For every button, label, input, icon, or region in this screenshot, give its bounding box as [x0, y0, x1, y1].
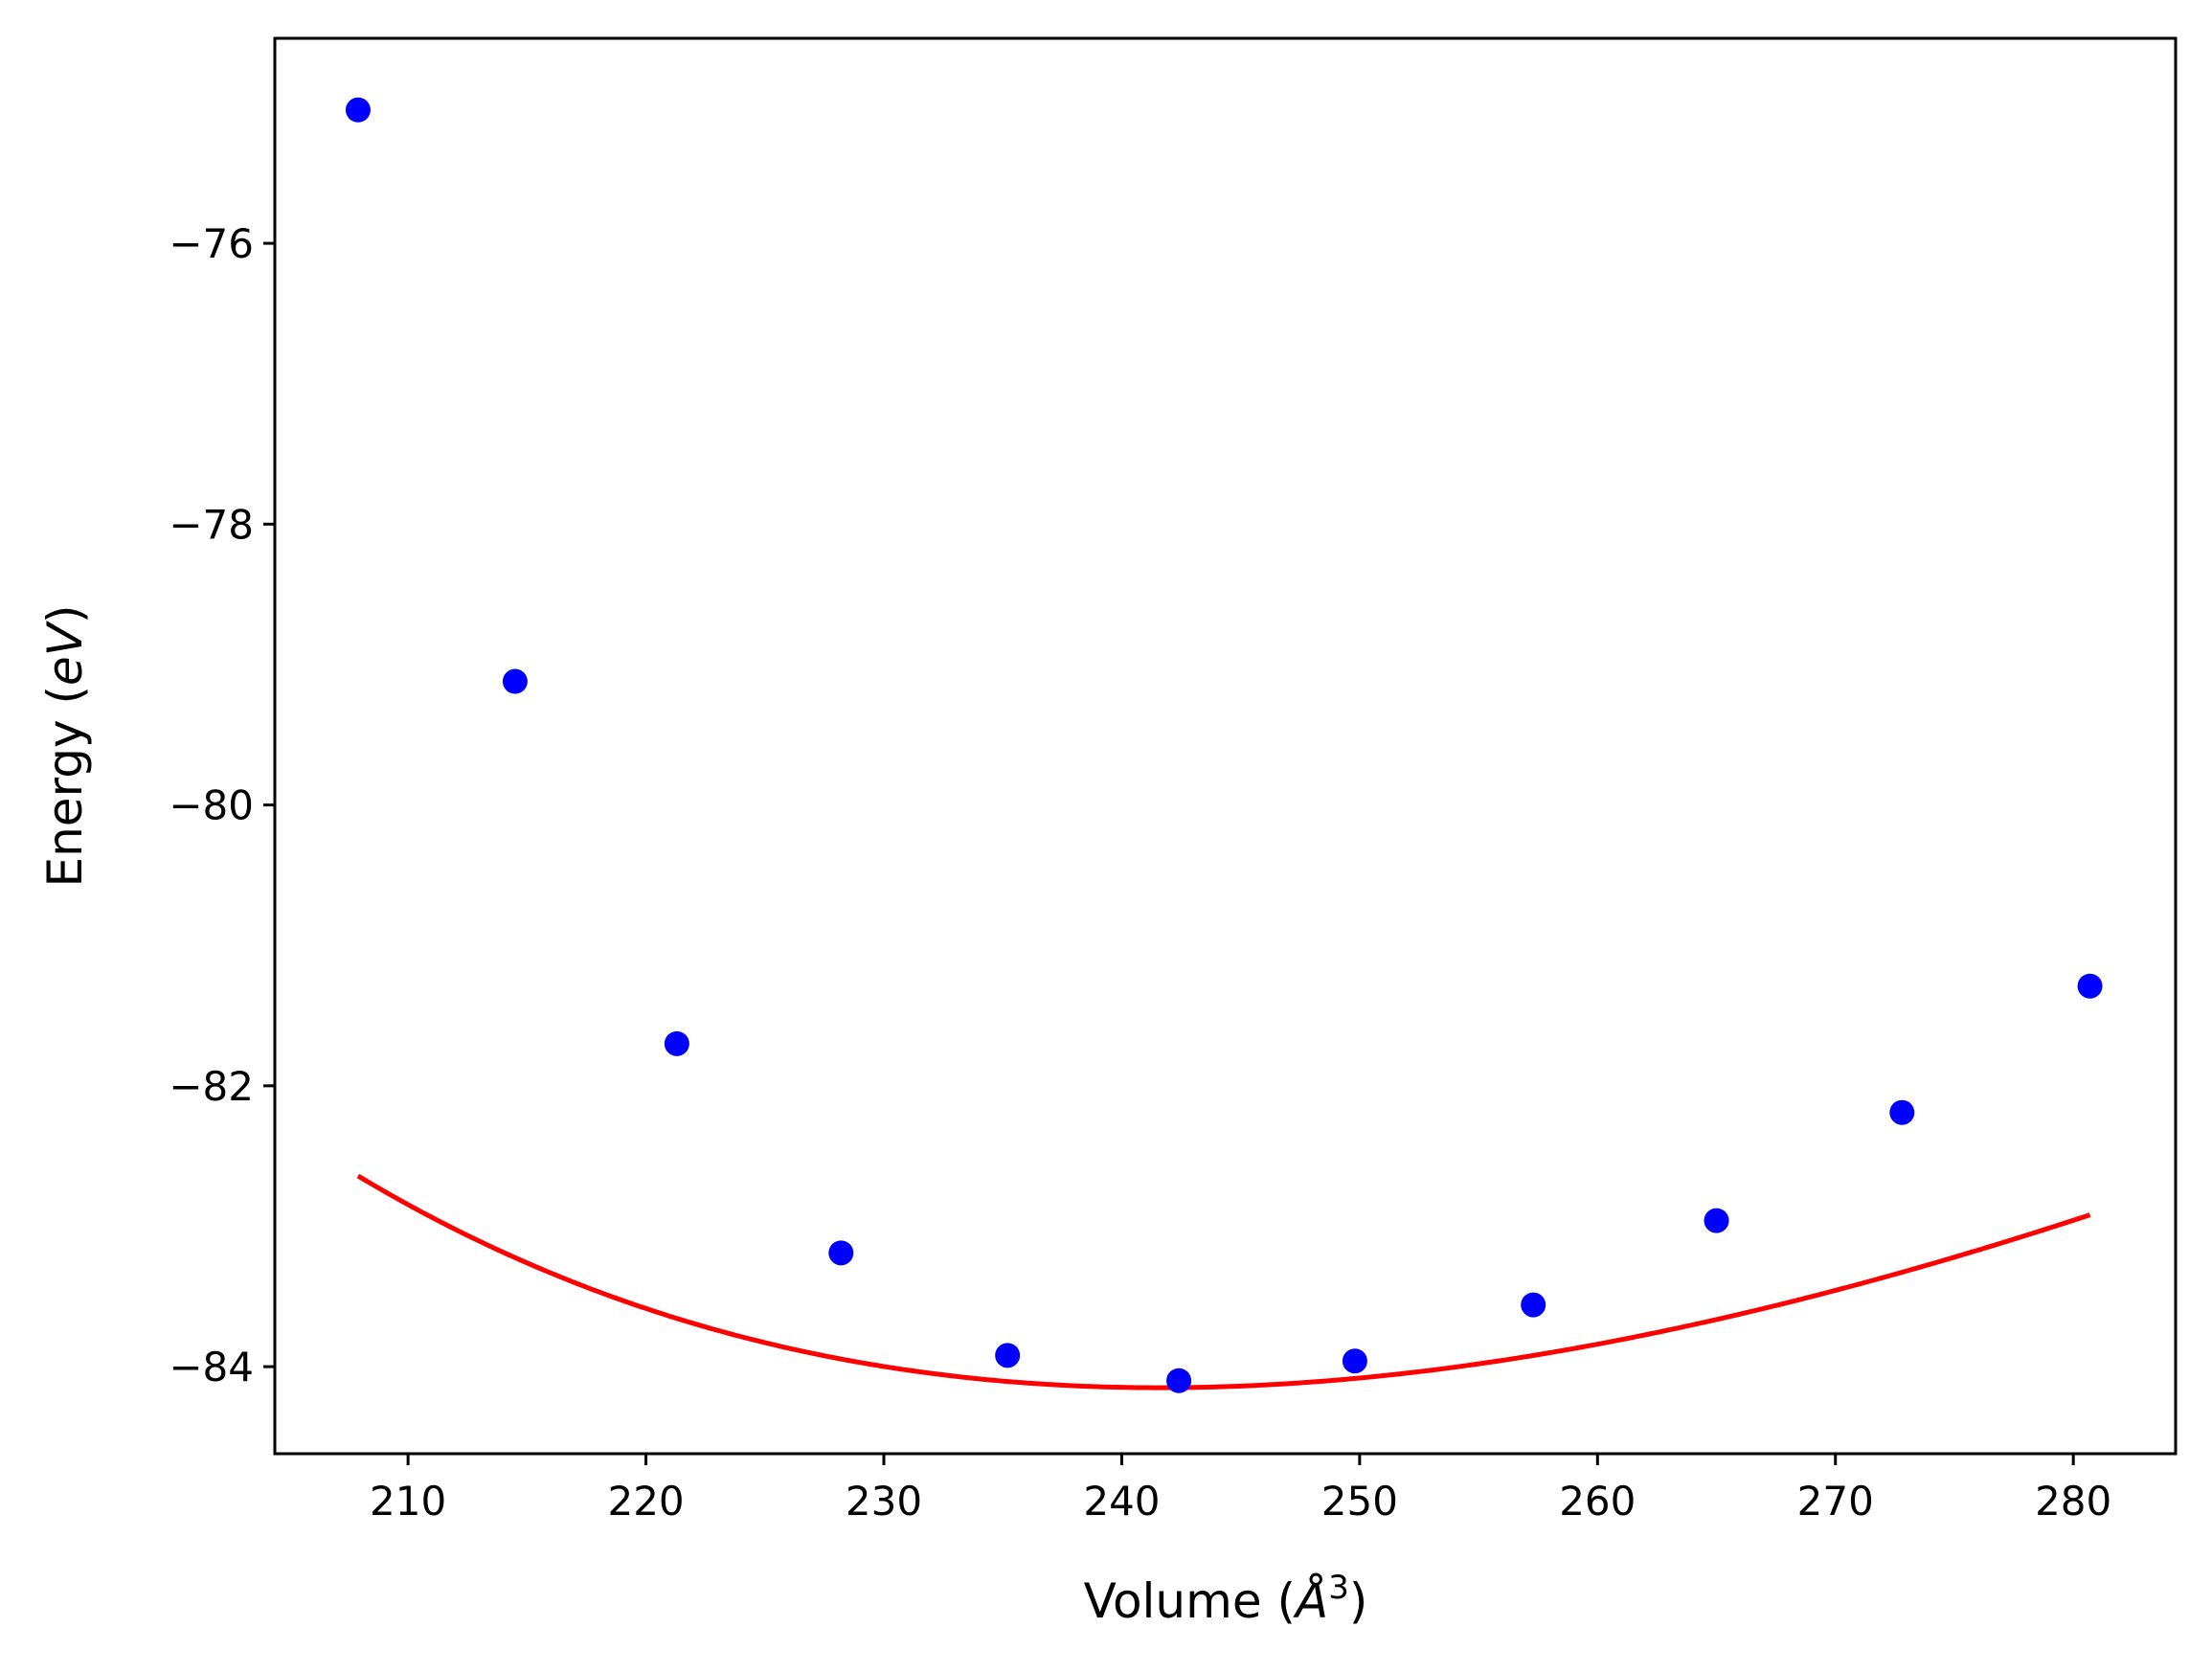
- axes-frame: [273, 36, 2178, 1456]
- x-axis-label: Volume (Å3): [1084, 1569, 1368, 1629]
- data-point: [1342, 1348, 1367, 1374]
- x-tick-label: 250: [1321, 1478, 1398, 1525]
- x-tick-label: 240: [1083, 1478, 1160, 1525]
- x-tick-label: 260: [1559, 1478, 1636, 1525]
- y-axis: −76 −78 −80 −82 −84: [169, 220, 275, 1390]
- x-tick-label: 210: [370, 1478, 446, 1525]
- data-point: [828, 1240, 854, 1266]
- data-point: [502, 668, 528, 694]
- fit-curve: [356, 1173, 2091, 1390]
- data-point: [1166, 1368, 1192, 1393]
- x-tick-label: 270: [1797, 1478, 1874, 1525]
- x-tick-label: 280: [2035, 1478, 2111, 1525]
- data-point: [995, 1343, 1021, 1368]
- y-tick-label: −78: [169, 501, 254, 548]
- y-tick-label: −80: [169, 782, 254, 829]
- data-point: [1704, 1208, 1729, 1233]
- x-tick-label: 220: [607, 1478, 684, 1525]
- data-point: [1889, 1099, 1915, 1125]
- plot-area: [345, 97, 2103, 1393]
- x-axis: 210 220 230 240 250 260 270 280: [370, 1454, 2111, 1525]
- data-point: [2077, 973, 2103, 999]
- y-axis-label: Energy (eV): [37, 605, 93, 888]
- x-tick-label: 230: [846, 1478, 922, 1525]
- y-tick-label: −82: [169, 1063, 254, 1110]
- data-point: [1521, 1292, 1546, 1318]
- y-tick-label: −76: [169, 220, 254, 267]
- data-point: [345, 97, 371, 123]
- y-tick-label: −84: [169, 1344, 254, 1390]
- data-point: [664, 1030, 689, 1056]
